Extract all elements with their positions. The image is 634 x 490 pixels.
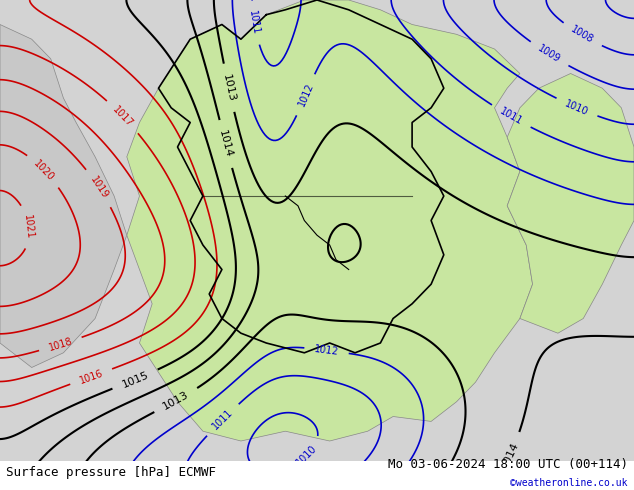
Text: 1008: 1008 xyxy=(569,24,595,46)
Polygon shape xyxy=(127,0,533,441)
Text: Mo 03-06-2024 18:00 UTC (00+114): Mo 03-06-2024 18:00 UTC (00+114) xyxy=(387,458,628,471)
Text: 1012: 1012 xyxy=(296,81,315,108)
Text: 1011: 1011 xyxy=(498,106,524,127)
Polygon shape xyxy=(507,74,634,333)
Text: 1010: 1010 xyxy=(564,98,590,117)
Text: 1011: 1011 xyxy=(210,408,235,432)
Text: 1012: 1012 xyxy=(314,344,339,357)
Text: ©weatheronline.co.uk: ©weatheronline.co.uk xyxy=(510,478,628,488)
Polygon shape xyxy=(0,24,127,368)
Text: 1021: 1021 xyxy=(22,214,36,240)
Text: 1019: 1019 xyxy=(88,175,110,201)
Text: 1014: 1014 xyxy=(217,129,234,159)
Text: 1010: 1010 xyxy=(294,442,319,467)
Text: 1011: 1011 xyxy=(247,10,261,36)
Bar xyxy=(0,461,634,490)
Text: Surface pressure [hPa] ECMWF: Surface pressure [hPa] ECMWF xyxy=(6,466,216,479)
Text: 1017: 1017 xyxy=(111,104,135,129)
Text: 1018: 1018 xyxy=(48,336,74,353)
Text: 1020: 1020 xyxy=(32,158,56,183)
Text: 1013: 1013 xyxy=(221,73,236,102)
Text: 1009: 1009 xyxy=(536,44,562,65)
Text: 1016: 1016 xyxy=(78,368,105,386)
Text: 1015: 1015 xyxy=(120,369,150,390)
Text: 1014: 1014 xyxy=(500,440,521,470)
Text: 1013: 1013 xyxy=(161,390,191,412)
